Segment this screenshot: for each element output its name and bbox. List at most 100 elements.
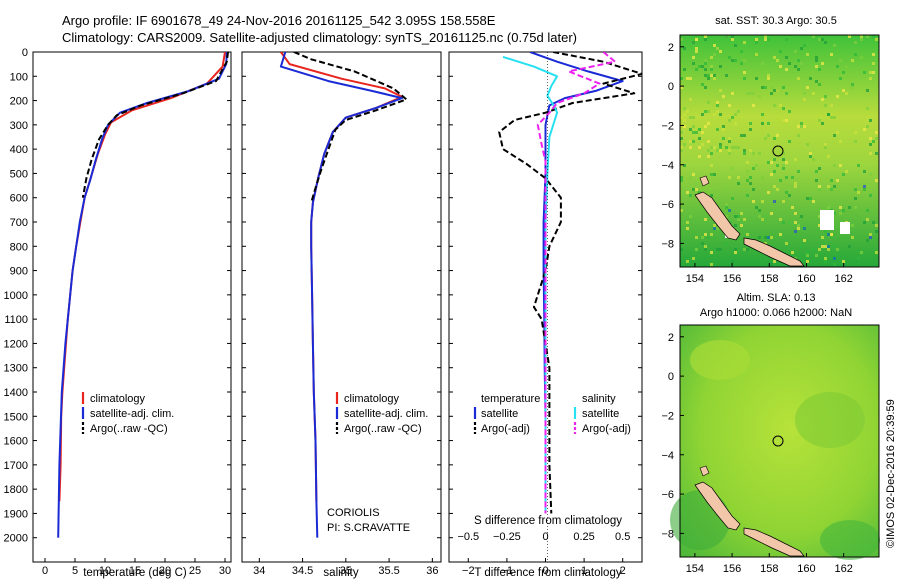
sst-pixel [749,122,752,125]
sst-pixel [839,140,842,143]
sst-pixel [800,125,803,128]
sla-map-title1: Altim. SLA: 0.13 [737,292,816,304]
sst-pixel [869,77,872,80]
sst-pixel [782,221,785,224]
sst-pixel [803,239,806,242]
s-tick-label: 0.25 [573,531,594,543]
sst-pixel [821,38,824,41]
sst-pixel [683,113,686,116]
sst-pixel [773,56,776,59]
sst-pixel [773,89,776,92]
sst-pixel [716,185,719,188]
sla-patch [795,392,865,448]
sst-pixel [818,188,821,191]
sla-map-frame [679,324,880,558]
sst-pixel [701,236,704,239]
sst-pixel [686,260,689,263]
sst-pixel [698,155,701,158]
sst-pixel [866,218,869,221]
sst-pixel [758,95,761,98]
y-tick-label: 900 [10,266,28,278]
sst-pixel [707,74,710,77]
sst-pixel [785,68,788,71]
sst-pixel [710,251,713,254]
sst-pixel [692,140,695,143]
sst-pixel [734,224,737,227]
sst-pixel [695,50,698,53]
sst-pixel [836,248,839,251]
map-x-tick-label: 160 [797,563,815,575]
sst-pixel [803,98,806,101]
map-y-tick-label: −6 [661,489,674,501]
sst-pixel [869,236,872,239]
depth-axis: 0 100 200 300 400 500 600 700 800 900 1000 1100 1200… [4,47,642,545]
sst-pixel [692,125,695,128]
sst-pixel [839,206,842,209]
sst-pixel [752,92,755,95]
difference-series [498,52,642,514]
y-tick-label: 1400 [4,387,28,399]
sst-pixel [809,152,812,155]
sst-pixel [800,47,803,50]
sst-pixel [824,245,827,248]
sst-pixel [740,212,743,215]
y-tick-label: 1300 [4,363,28,375]
sst-pixel [728,152,731,155]
sst-pixel [791,206,794,209]
sst-pixel [716,101,719,104]
sst-pixel [770,92,773,95]
map-y-tick-label: −2 [661,410,674,422]
header-line1: Argo profile: IF 6901678_49 24-Nov-2016 … [62,13,496,28]
sst-pixel [692,131,695,134]
sst-pixel [794,230,797,233]
sst-pixel [731,197,734,200]
sst-pixel [755,41,758,44]
sst-pixel [692,56,695,59]
sst-pixel [746,92,749,95]
legend-t-argo: Argo(-adj) [481,423,530,435]
island-outline [694,481,741,531]
sst-pixel [701,77,704,80]
sst-pixel [851,83,854,86]
sst-pixel [818,68,821,71]
sst-pixel [746,161,749,164]
sst-pixel [734,44,737,47]
sst-pixel [815,56,818,59]
sst-pixel [815,179,818,182]
sst-pixel [875,251,878,254]
y-tick-label: 200 [10,96,28,108]
map-y-tick-label: −6 [661,199,674,211]
sst-pixel [836,65,839,68]
sst-pixel [875,179,878,182]
sst-pixel [857,164,860,167]
sst-pixel [743,134,746,137]
sst-pixel [680,176,683,179]
legend-climatology: climatology [90,393,146,405]
sst-pixel [728,104,731,107]
sst-pixel [770,173,773,176]
sst-pixel [719,65,722,68]
sst-pixel [806,251,809,254]
sst-pixel [734,122,737,125]
sst-pixel [746,170,749,173]
sst-pixel [728,176,731,179]
sst-pixel [809,77,812,80]
sst-pixel [749,182,752,185]
sst-pixel [866,89,869,92]
sst-pixel [683,164,686,167]
sst-pixel [818,215,821,218]
sst-pixel [713,146,716,149]
map-x-tick-label: 158 [760,563,778,575]
map-x-tick-label: 160 [797,273,815,285]
sst-pixel [857,257,860,260]
y-tick-label: 100 [10,71,28,83]
legend-salinity-heading: salinity [582,393,616,405]
sst-pixel [692,116,695,119]
sst-pixel [794,221,797,224]
sst-pixel [752,188,755,191]
sst-pixel [710,65,713,68]
sst-pixel [743,149,746,152]
header-line2: Climatology: CARS2009. Satellite-adjuste… [62,30,577,45]
temperature-xlabel: temperature (deg C) [83,567,187,579]
sst-pixel [770,236,773,239]
